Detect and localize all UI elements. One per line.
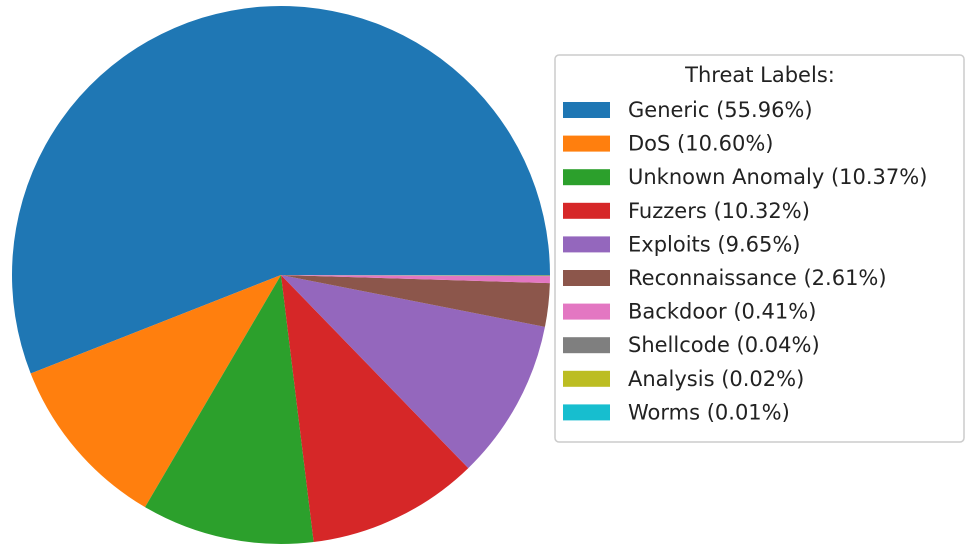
legend-swatch [563, 303, 610, 320]
legend-swatch [563, 370, 610, 387]
legend-item: Worms (0.01%) [563, 400, 790, 424]
legend-label: Backdoor (0.41%) [628, 300, 816, 324]
pie-slice-backdoor [281, 275, 550, 284]
legend-label: Shellcode (0.04%) [628, 333, 820, 357]
pie-slice-dos [30, 275, 282, 508]
legend: Threat Labels: Generic (55.96%) DoS (10.6… [554, 54, 965, 443]
legend-swatch [563, 102, 610, 118]
legend-item: Backdoor (0.41%) [563, 300, 816, 324]
legend-item: Exploits (9.65%) [563, 232, 801, 256]
legend-label: Exploits (9.65%) [628, 232, 801, 256]
pie-slice-analysis [281, 275, 551, 276]
pie-slice-unknown-anomaly [145, 275, 314, 545]
legend-swatch [563, 236, 610, 253]
legend-label: Worms (0.01%) [628, 400, 790, 424]
pie-slice-exploits [281, 275, 545, 469]
pie-slice-shellcode [281, 275, 551, 277]
pie-slice-fuzzers [281, 275, 469, 543]
legend-label: Fuzzers (10.32%) [628, 199, 810, 223]
legend-item: Shellcode (0.04%) [563, 333, 820, 357]
legend-swatch [563, 135, 610, 152]
legend-label: Unknown Anomaly (10.37%) [628, 165, 927, 189]
pie-slice-reconnaissance [281, 275, 550, 327]
legend-label: Analysis (0.02%) [628, 367, 804, 391]
legend-item: Generic (55.96%) [563, 98, 813, 122]
legend-frame [554, 54, 965, 443]
legend-item: Unknown Anomaly (10.37%) [563, 165, 927, 189]
legend-title: Threat Labels: [684, 63, 835, 87]
legend-item: Analysis (0.02%) [563, 367, 804, 391]
legend-swatch [563, 270, 610, 286]
pie-slice-generic [11, 5, 550, 374]
legend-item: Reconnaissance (2.61%) [563, 266, 887, 290]
legend-label: Generic (55.96%) [628, 98, 813, 122]
legend-item: Fuzzers (10.32%) [563, 199, 810, 223]
legend-item: DoS (10.60%) [563, 132, 773, 156]
legend-label: Reconnaissance (2.61%) [628, 266, 887, 290]
legend-swatch [563, 337, 610, 354]
pie-slices [11, 5, 551, 545]
legend-swatch [563, 202, 610, 219]
legend-items: Generic (55.96%) DoS (10.60%) Unknown Anom… [563, 98, 927, 424]
legend-label: DoS (10.60%) [628, 132, 773, 156]
legend-swatch [563, 169, 610, 186]
legend-swatch [563, 404, 610, 421]
